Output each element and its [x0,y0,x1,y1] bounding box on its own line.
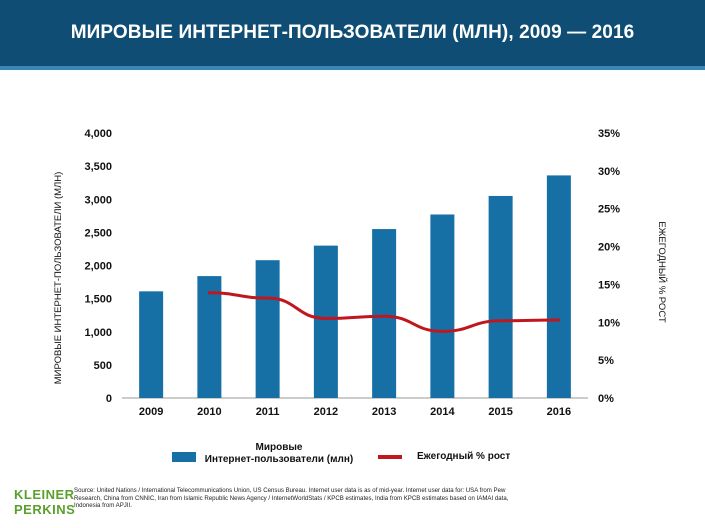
x-tick-label: 2012 [314,406,338,418]
source-note: Source: United Nations / International T… [74,487,509,509]
y2-tick-label: 20% [598,242,620,254]
bar [372,229,397,398]
y-tick-label: 2,500 [84,227,112,239]
title-underline [0,66,705,70]
tick-labels: 0 500 1,000 1,500 2,000 2,500 3,000 3,500 4,000 0… [84,128,620,418]
y-tick-label: 2,000 [84,261,112,273]
x-tick-label: 2013 [372,406,396,418]
bar [197,276,222,398]
y-tick-label: 1,000 [84,327,112,339]
kleiner-perkins-logo: KLEINER PERKINS [14,487,75,517]
x-tick-label: 2009 [139,406,163,418]
x-tick-label: 2010 [197,406,221,418]
bar-series [139,175,571,398]
y2-tick-label: 5% [598,355,614,367]
bar [488,195,513,398]
y-tick-label: 0 [106,393,112,405]
title-bar: МИРОВЫЕ ИНТЕРНЕТ-ПОЛЬЗОВАТЕЛИ (МЛН), 200… [0,0,705,66]
bar [430,214,455,398]
legend-line-label: Ежегодный % рост [417,451,510,462]
y2-tick-label: 25% [598,204,620,216]
x-tick-label: 2015 [488,406,512,418]
legend: Мировые Интернет-пользователи (млн) Ежег… [172,442,510,465]
y-tick-label: 4,000 [84,128,112,140]
bar [313,245,338,398]
y-tick-label: 500 [94,360,112,372]
page-title: МИРОВЫЕ ИНТЕРНЕТ-ПОЛЬЗОВАТЕЛИ (МЛН), 200… [70,22,635,43]
y-tick-label: 3,500 [84,161,112,173]
bar [546,175,571,398]
growth-line [207,291,561,333]
bar [139,291,164,398]
legend-bar-label-line1: Мировые [256,442,303,453]
y2-tick-label: 30% [598,166,620,178]
y2-axis-title: ЕЖЕГОДНЫЙ % РОСТ [656,221,668,323]
legend-bar-swatch [172,452,196,462]
y2-tick-label: 10% [598,317,620,329]
y-tick-label: 3,000 [84,194,112,206]
bar [255,260,280,398]
logo-line-2: PERKINS [14,502,76,517]
y2-tick-label: 35% [598,128,620,140]
y2-tick-label: 15% [598,279,620,291]
x-tick-label: 2014 [430,406,455,418]
legend-line-swatch [378,455,402,459]
y2-tick-label: 0% [598,393,614,405]
x-tick-label: 2016 [547,406,571,418]
logo-line-1: KLEINER [14,487,75,502]
y-axis-title: МИРОВЫЕ ИНТЕРНЕТ-ПОЛЬЗОВАТЕЛИ (МЛН) [53,172,64,385]
legend-bar-label-line2: Интернет-пользователи (млн) [205,454,354,465]
x-tick-label: 2011 [256,406,280,418]
y-tick-label: 1,500 [84,294,112,306]
line-series [207,291,561,333]
